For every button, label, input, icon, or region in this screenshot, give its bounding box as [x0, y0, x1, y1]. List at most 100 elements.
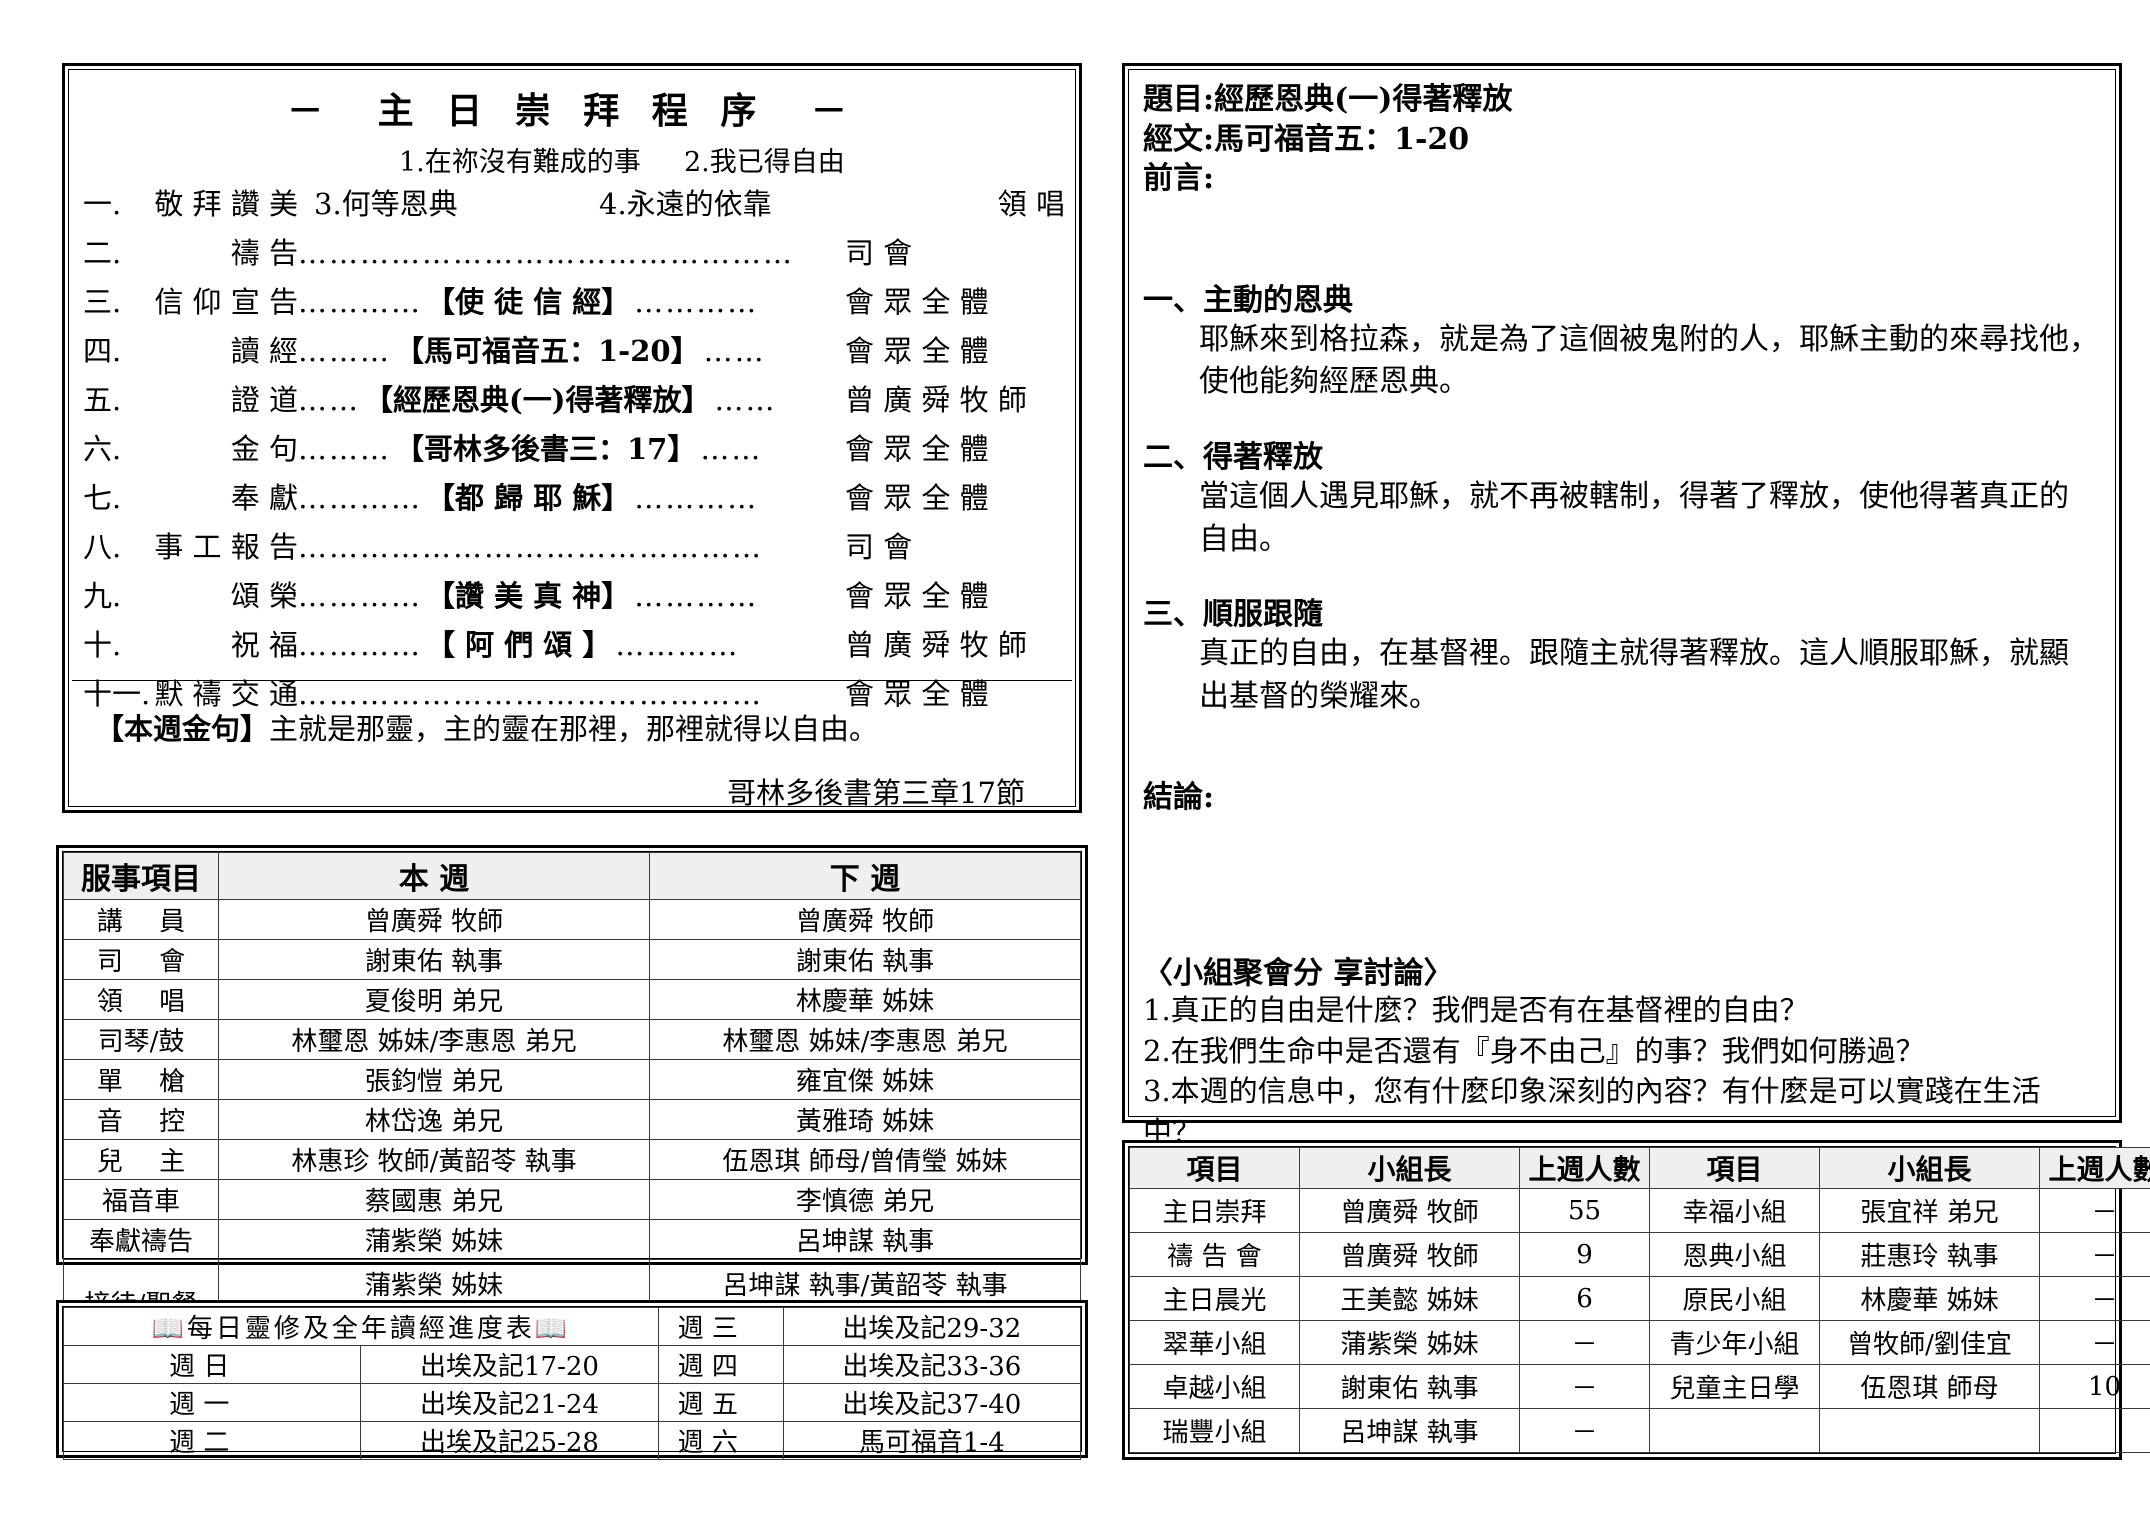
- order-item-6: 六. 金 句 ……… 【哥林多後書三：17】 …… 會 眾 全 體: [69, 426, 1075, 475]
- stats-leader-left: 曾廣舜 牧師: [1299, 1188, 1520, 1233]
- order-item-9-number: 九. 頌 榮: [83, 573, 298, 615]
- stats-leader-left: 曾廣舜 牧師: [1299, 1232, 1520, 1277]
- duty-next: 謝東佑 執事: [649, 939, 1081, 980]
- stats-header-count-left: 上週人數: [1519, 1147, 1650, 1189]
- order-item-2-dots: …………………………………………: [298, 236, 794, 270]
- hymn-1: 1.在祢沒有難成的事: [399, 147, 641, 178]
- duty-next: 李慎德 弟兄: [649, 1179, 1081, 1220]
- book-icon: 📖: [151, 1314, 187, 1344]
- duty-next-line1: 呂坤謀 執事/黃韶苓 執事: [722, 1271, 1008, 1301]
- stats-header-item-left: 項目: [1129, 1147, 1300, 1189]
- table-row: 音 控 林岱逸 弟兄 黃雅琦 姊妹: [63, 1099, 1081, 1140]
- duty-item: 音 控: [63, 1099, 219, 1140]
- order-item-7-number: 七. 奉 獻: [83, 475, 298, 517]
- order-item-11-number: 十一. 默 禱 交 通: [83, 671, 298, 713]
- plan-reading: 出埃及記25-28: [360, 1421, 659, 1460]
- order-num: 一.: [83, 187, 122, 221]
- duty-this: 謝東佑 執事: [218, 939, 650, 980]
- title-dash-left: －: [287, 90, 334, 132]
- sermon-point-1-head: 一、主動的恩典: [1143, 282, 1353, 318]
- order-name: 事 工 報 告: [154, 530, 298, 564]
- duty-header-this-week: 本 週: [218, 852, 650, 900]
- order-item-11-role: 會 眾 全 體: [845, 677, 989, 711]
- order-name: 奉 獻: [230, 481, 298, 515]
- hymn-3: 3.何等恩典: [314, 187, 458, 221]
- stats-item-right: 幸福小組: [1649, 1188, 1820, 1233]
- duty-next: 呂坤謀 執事: [649, 1219, 1081, 1260]
- hymn-4: 4.永遠的依靠: [599, 187, 772, 221]
- stats-leader-right: [1819, 1408, 2040, 1453]
- order-item-4-dots: ………: [298, 334, 391, 368]
- stats-leader-right: 曾牧師/劉佳宜: [1819, 1320, 2040, 1365]
- plan-day-label: 週 日: [169, 1352, 230, 1382]
- order-item-6-dots: ………: [298, 432, 391, 466]
- order-name: 頌 榮: [230, 579, 298, 613]
- order-num: 八.: [83, 530, 122, 564]
- order-item-1-role: 領 唱: [997, 187, 1065, 221]
- book-icon: 📖: [534, 1314, 571, 1344]
- duty-this: 夏俊明 弟兄: [218, 979, 650, 1020]
- stats-item-left: 主日晨光: [1129, 1276, 1300, 1321]
- table-row: 司琴/鼓 林璽恩 姊妹/李惠恩 弟兄 林璽恩 姊妹/李惠恩 弟兄: [63, 1019, 1081, 1060]
- stats-leader-left: 謝東佑 執事: [1299, 1364, 1520, 1409]
- duty-next: 雍宜傑 姊妹: [649, 1059, 1081, 1100]
- stats-item-left: 主日崇拜: [1129, 1188, 1300, 1233]
- plan-day-label: 週 二: [169, 1428, 230, 1458]
- duty-item: 講 員: [63, 899, 219, 940]
- order-num: 七.: [83, 481, 122, 515]
- title-text: 主 日 崇 拜 程 序: [377, 90, 767, 132]
- order-item-11: 十一. 默 禱 交 通 ……………………………………… 會 眾 全 體: [69, 671, 1075, 720]
- table-row: 主日晨光 王美懿 姊妹 6 原民小組 林慶華 姊妹 －: [1129, 1276, 2150, 1321]
- plan-day-label: 週 四: [677, 1352, 738, 1382]
- order-item-9: 九. 頌 榮 ………… 【讚 美 真 神】 ………… 會 眾 全 體: [69, 573, 1075, 622]
- order-item-10-role: 曾 廣 舜 牧 師: [845, 628, 1027, 662]
- order-num: 二.: [83, 236, 122, 270]
- order-name: 信 仰 宣 告: [154, 285, 298, 319]
- order-item-7-dots2: …………: [634, 481, 759, 515]
- sermon-scripture-label: 經文:: [1143, 121, 1215, 157]
- duty-this: 林岱逸 弟兄: [218, 1099, 650, 1140]
- order-item-10-subject: 【 阿 們 頌 】: [426, 628, 612, 662]
- stats-item-left: 瑞豐小組: [1129, 1408, 1300, 1453]
- plan-day-label: 週 五: [677, 1390, 738, 1420]
- duty-next: 林慶華 姊妹: [649, 979, 1081, 1020]
- duty-item: 兒 主: [63, 1139, 219, 1180]
- sermon-point-3-line1: 真正的自由，在基督裡。跟隨主就得著釋放。這人順服耶穌，就顯: [1199, 636, 2069, 672]
- order-item-10-number: 十. 祝 福: [83, 622, 298, 664]
- plan-reading: 出埃及記17-20: [360, 1345, 659, 1384]
- plan-day-label: 週 三: [677, 1314, 738, 1344]
- stats-item-right: 恩典小組: [1649, 1232, 1820, 1277]
- order-item-9-role: 會 眾 全 體: [845, 579, 989, 613]
- duty-item: 單 槍: [63, 1059, 219, 1100]
- duty-next: 伍恩琪 師母/曾倩瑩 姊妹: [649, 1139, 1081, 1180]
- table-row: 講 員 曾廣舜 牧師 曾廣舜 牧師: [63, 899, 1081, 940]
- plan-title-cell: 📖每日靈修及全年讀經進度表📖: [63, 1307, 659, 1346]
- order-num: 四.: [83, 334, 122, 368]
- stats-count-right: [2039, 1408, 2150, 1453]
- service-duty-table: 服事項目 本 週 下 週 講 員 曾廣舜 牧師 曾廣舜 牧師 司 會 謝東佑 執…: [63, 852, 1081, 1346]
- worship-order-panel: － 主 日 崇 拜 程 序 － 1.在祢沒有難成的事 2.我已得自由 一. 敬 …: [62, 63, 1082, 813]
- duty-next: 曾廣舜 牧師: [649, 899, 1081, 940]
- sermon-point-1: 一、主動的恩典 耶穌來到格拉森，就是為了這個被鬼附的人，耶穌主動的來尋找他， 使…: [1143, 275, 2101, 404]
- table-row: 瑞豐小組 呂坤謀 執事 －: [1129, 1408, 2150, 1453]
- order-item-1: 一. 敬 拜 讚 美 3.何等恩典 4.永遠的依靠 領 唱: [69, 181, 1075, 230]
- table-row: 主日崇拜 曾廣舜 牧師 55 幸福小組 張宜祥 弟兄 －: [1129, 1188, 2150, 1233]
- discussion-title: 〈小組聚會分 享討論〉: [1143, 956, 1454, 991]
- order-item-6-role: 會 眾 全 體: [845, 432, 989, 466]
- order-item-3-dots2: …………: [634, 285, 759, 319]
- order-item-4-dots2: ……: [703, 334, 766, 368]
- sermon-notes-panel: 題目:經歷恩典(一)得著釋放 經文:馬可福音五：1-20 前言: 一、主動的恩典…: [1122, 63, 2122, 1149]
- order-item-8-role: 司 會: [845, 530, 913, 564]
- order-item-8-dots: ………………………………………: [298, 530, 763, 564]
- discussion-question-1: 1.真正的自由是什麼？我們是否有在基督裡的自由？: [1143, 993, 1809, 1027]
- stats-item-left: 卓越小組: [1129, 1364, 1300, 1409]
- duty-this: 林惠珍 牧師/黃韶苓 執事: [218, 1139, 650, 1180]
- plan-day-label: 週 一: [169, 1390, 230, 1420]
- stats-item-left: 禱 告 會: [1129, 1232, 1300, 1277]
- service-duty-panel: 服事項目 本 週 下 週 講 員 曾廣舜 牧師 曾廣舜 牧師 司 會 謝東佑 執…: [56, 845, 1088, 1346]
- duty-item: 司琴/鼓: [63, 1019, 219, 1060]
- plan-day: 週 二: [62, 1421, 362, 1460]
- order-item-2: 二. 禱 告 ………………………………………… 司 會: [69, 230, 1075, 279]
- sermon-conclusion-label: 結論:: [1143, 780, 1215, 816]
